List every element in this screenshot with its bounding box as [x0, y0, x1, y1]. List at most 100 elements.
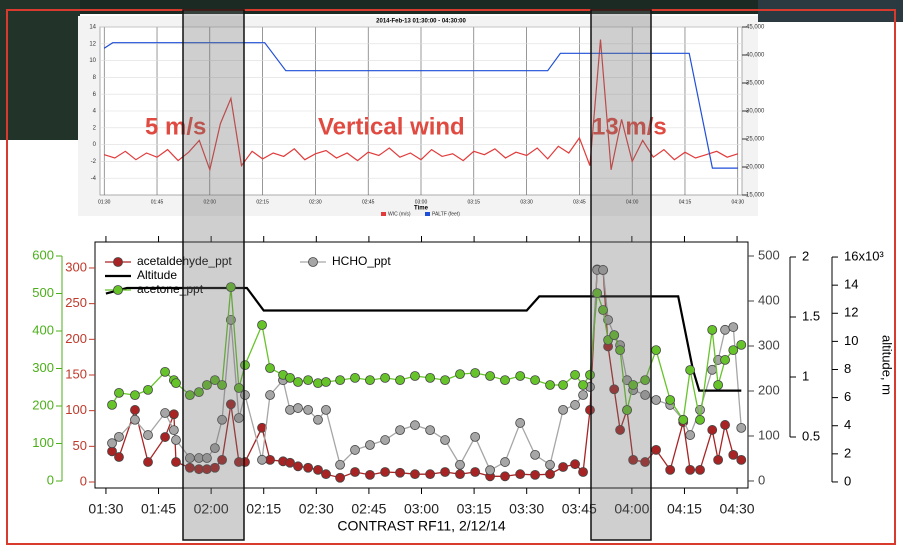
y-tick-label: 8	[93, 75, 97, 81]
data-point	[440, 467, 450, 477]
x-axis-label: CONTRAST RF11, 2/12/14	[337, 518, 506, 534]
data-point	[217, 380, 227, 390]
legend-swatch	[425, 212, 430, 216]
data-point	[455, 469, 465, 480]
data-point	[410, 420, 420, 431]
data-point	[350, 372, 360, 383]
data-point	[515, 418, 526, 428]
legend-label: WIC (m/s)	[388, 211, 411, 217]
x-tick-label: 04:15	[667, 501, 702, 517]
data-point	[500, 471, 510, 482]
data-point	[720, 354, 730, 365]
data-point	[470, 368, 481, 378]
y-tick-label: 300	[65, 259, 87, 274]
y-tick-label: 14	[844, 277, 858, 292]
x-tick-label: 01:30	[98, 199, 111, 205]
data-point	[321, 377, 331, 387]
y-tick-label: 50	[73, 438, 87, 453]
y-tick-label: 2	[802, 248, 809, 263]
data-point	[114, 387, 124, 398]
y-tick-label: 200	[758, 382, 780, 397]
y-tick-label: 0	[47, 472, 54, 487]
legend-label: PALTF (feet)	[432, 211, 460, 217]
y-tick-label: 1	[802, 368, 809, 383]
data-point	[578, 380, 588, 390]
data-point	[160, 432, 170, 442]
y-tick-label: 1.5	[802, 308, 820, 323]
x-tick-label: 02:00	[194, 501, 229, 517]
x-tick-label: 02:15	[246, 501, 281, 517]
data-point	[303, 404, 314, 415]
y-tick-label: 10	[844, 333, 858, 348]
y-tick-label: 35,000	[746, 81, 765, 87]
data-point	[455, 459, 465, 470]
y-tick-label: 12	[89, 41, 96, 47]
data-point	[598, 265, 608, 275]
data-point	[425, 425, 436, 436]
data-point	[217, 454, 227, 465]
data-point	[365, 375, 375, 386]
data-point	[685, 464, 696, 475]
data-point	[321, 404, 331, 415]
data-point	[107, 438, 117, 449]
data-point	[592, 288, 603, 299]
data-point	[665, 464, 676, 475]
data-point	[293, 403, 303, 413]
data-point	[440, 435, 450, 445]
data-point	[728, 322, 739, 332]
data-point	[558, 380, 568, 390]
data-point	[160, 408, 170, 418]
highlight-region	[182, 9, 245, 541]
annotation: Vertical wind	[318, 113, 465, 140]
data-point	[217, 414, 227, 425]
x-tick-label: 02:30	[299, 501, 334, 517]
y-tick-label: 0	[80, 473, 87, 488]
x-tick-label: 04:00	[626, 199, 639, 205]
data-point	[720, 420, 730, 430]
y-tick-label: 20,000	[746, 165, 765, 171]
data-point	[265, 363, 275, 374]
y-tick-label: 500	[758, 247, 780, 262]
highlight-region	[590, 9, 652, 541]
data-point	[651, 345, 661, 356]
x-tick-label: 03:30	[520, 199, 533, 205]
data-point	[707, 324, 718, 335]
y-tick-label: 2	[93, 125, 97, 131]
y-tick-label: 40,000	[746, 53, 765, 59]
data-point	[303, 375, 314, 386]
data-point	[365, 469, 375, 480]
data-point	[107, 399, 117, 410]
y-tick-label: 300	[758, 337, 780, 352]
data-point	[585, 405, 595, 415]
data-point	[285, 404, 295, 415]
y-tick-label: 400	[32, 322, 54, 337]
data-point	[578, 390, 588, 400]
data-point	[265, 390, 275, 400]
x-tick-label: 03:45	[573, 199, 586, 205]
data-point	[622, 405, 632, 416]
data-point	[171, 435, 181, 445]
data-point	[665, 395, 676, 405]
data-point	[485, 371, 495, 381]
data-point	[713, 380, 724, 390]
y-tick-label: 250	[65, 295, 87, 310]
y-tick-label: 2	[844, 445, 851, 460]
data-point	[335, 459, 345, 470]
data-point	[500, 457, 510, 467]
y-tick-label: 15,000	[746, 193, 765, 199]
data-point	[168, 425, 179, 436]
data-point	[303, 462, 314, 473]
series-line	[105, 286, 742, 392]
x-tick-label: 03:00	[404, 501, 439, 517]
data-point	[570, 459, 580, 470]
data-point	[365, 440, 375, 450]
data-point	[440, 375, 450, 386]
legend-marker	[113, 285, 123, 295]
data-point	[609, 330, 620, 341]
data-point	[293, 377, 303, 387]
data-point	[210, 375, 220, 386]
legend-label: Altitude	[137, 268, 177, 282]
data-point	[470, 431, 481, 442]
data-point	[570, 369, 580, 380]
